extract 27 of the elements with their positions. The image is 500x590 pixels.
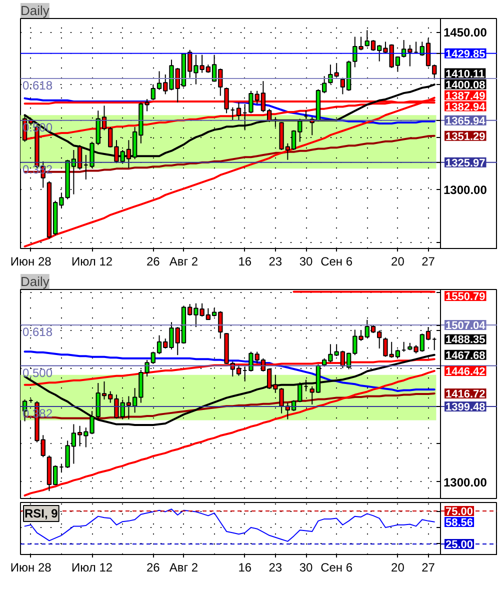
x-tick-label: Сен 6: [320, 560, 353, 574]
x-tick-label: Июл 12: [72, 560, 113, 574]
chart-title: RSI, 9: [24, 506, 58, 520]
x-tick-label: 27: [422, 560, 436, 574]
x-tick-label: Авг 2: [169, 560, 198, 574]
x-tick-label: Июн 28: [10, 560, 52, 574]
line-series: [24, 508, 435, 542]
data-label: 1446.42: [446, 366, 486, 378]
y-tick-label: 1399.48: [446, 402, 486, 414]
chart-title: Daily: [20, 274, 50, 289]
x-tick-label: 16: [238, 560, 252, 574]
data-label: 1467.68: [446, 350, 486, 362]
y-tick-label: 75.00: [446, 506, 474, 518]
y-tick-label: 25.00: [446, 538, 474, 551]
line-series: [24, 370, 436, 496]
data-label: 58.56: [446, 517, 474, 530]
data-label: 1550.79: [446, 291, 486, 303]
y-tick-label: 1300.00: [444, 475, 488, 490]
x-tick-label: 30: [299, 560, 313, 574]
x-tick-label: 26: [146, 560, 160, 574]
x-tick-label: 23: [268, 560, 282, 574]
data-label: 1416.72: [446, 388, 486, 400]
x-tick-label: 20: [391, 560, 405, 574]
annotation: 0.618: [22, 325, 53, 340]
text: 1488.35: [446, 334, 486, 346]
y-tick-label: 1507.04: [446, 320, 486, 332]
line-series: [24, 350, 436, 392]
